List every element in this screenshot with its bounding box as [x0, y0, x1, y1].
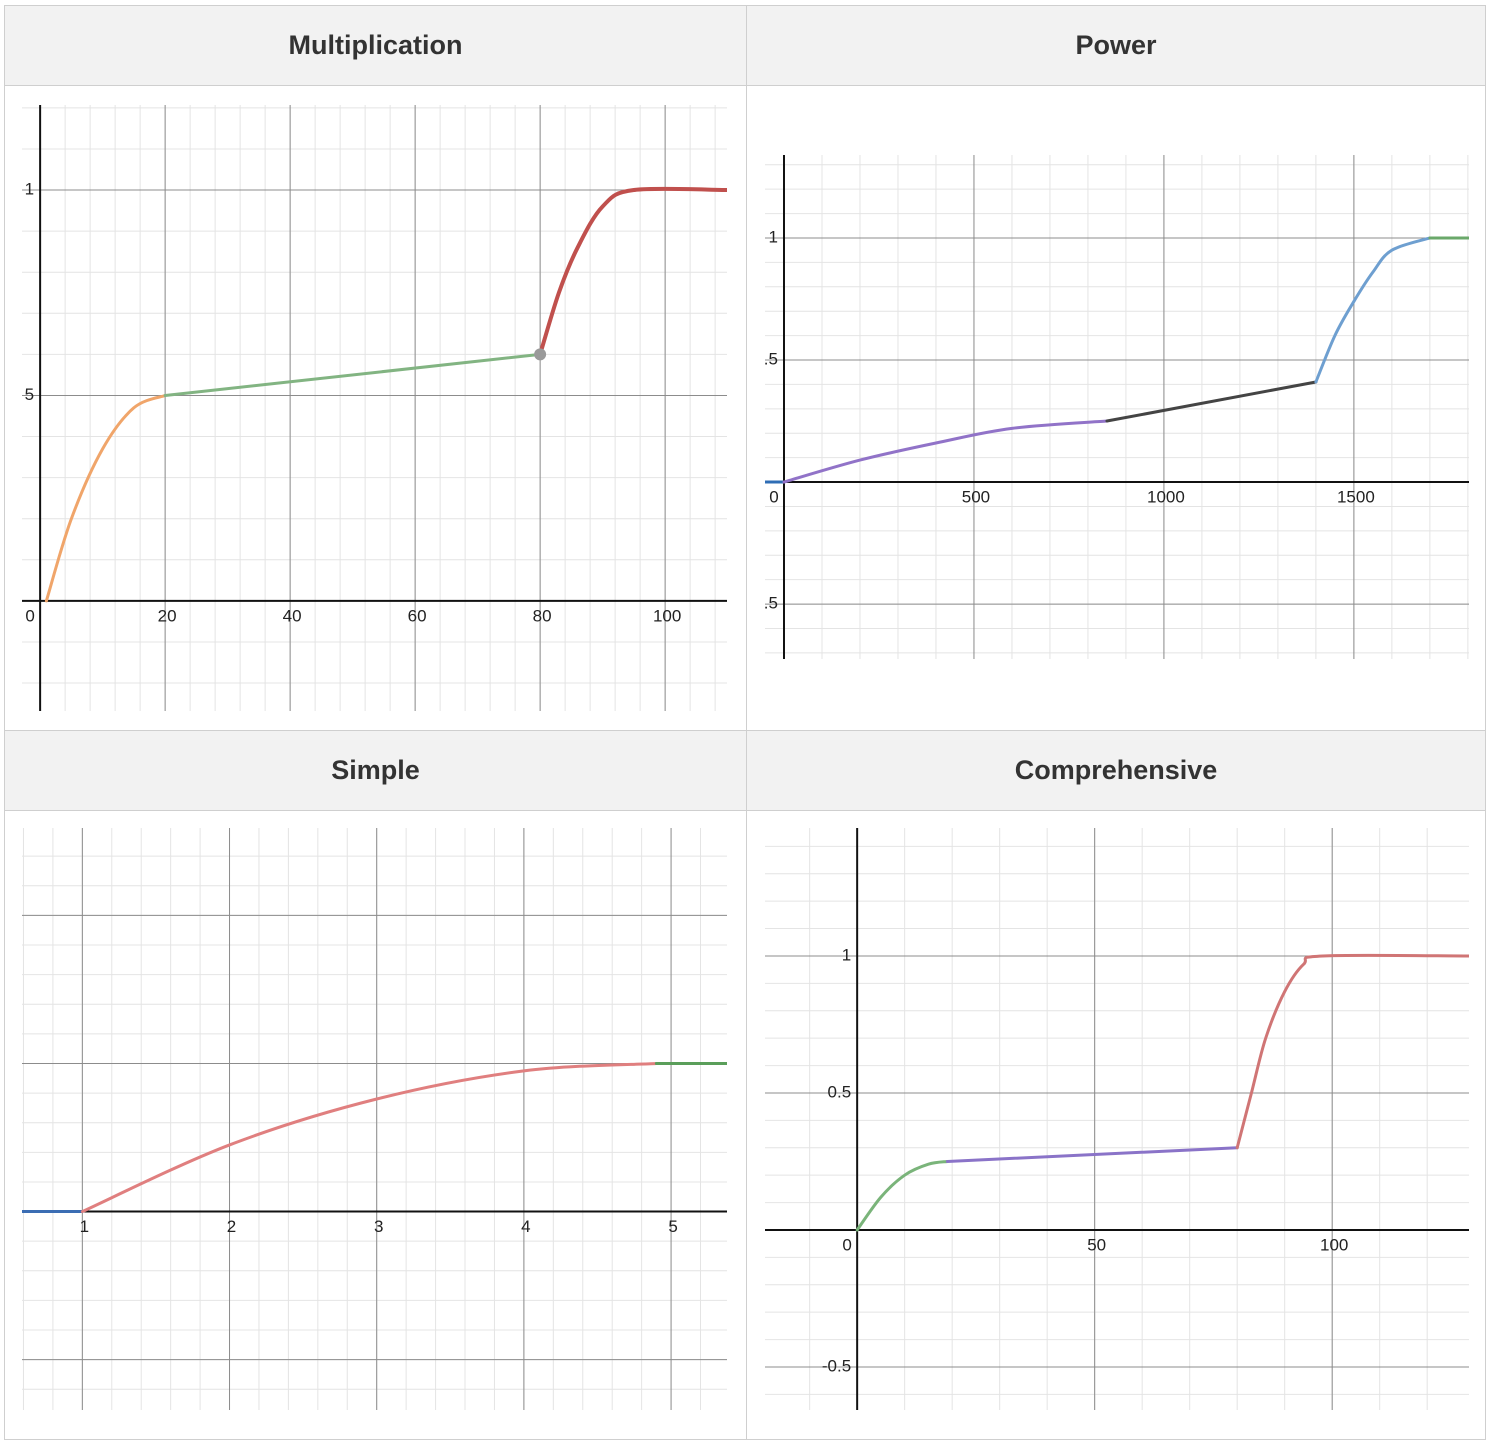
plot-area — [22, 105, 727, 711]
plot-area — [765, 828, 1469, 1410]
series-line — [80, 1061, 658, 1214]
chart — [765, 155, 1469, 659]
series-line — [855, 1159, 949, 1232]
y-tick-label: 1 — [842, 945, 851, 964]
y-tick-label: 5 — [25, 385, 34, 404]
y-tick-label: -0.5 — [822, 1356, 851, 1375]
x-tick-label: 1000 — [1147, 488, 1185, 507]
x-tick-label: 500 — [962, 488, 990, 507]
x-tick-label: 3 — [374, 1217, 383, 1236]
plot-area — [765, 155, 1469, 659]
x-tick-label: 60 — [408, 606, 427, 625]
series-line — [1105, 380, 1318, 423]
chart — [22, 828, 727, 1410]
x-tick-label: 1500 — [1337, 488, 1375, 507]
series-line — [44, 393, 167, 603]
x-tick-label: 4 — [521, 1217, 530, 1236]
y-tick-label: 1 — [769, 227, 778, 246]
y-tick-label: .5 — [764, 350, 778, 369]
series-line — [1314, 236, 1432, 384]
chart — [765, 828, 1469, 1410]
x-tick-label: 50 — [1087, 1235, 1106, 1254]
series-line — [945, 1146, 1239, 1163]
x-tick-label: 0 — [25, 606, 34, 625]
x-tick-label: 0 — [842, 1235, 851, 1254]
series-line — [1235, 953, 1469, 1150]
header-cell: Multiplication — [4, 5, 747, 86]
x-tick-label: 1 — [80, 1217, 89, 1236]
point — [534, 348, 547, 361]
header-cell: Simple — [4, 730, 747, 811]
x-tick-label: 40 — [283, 606, 302, 625]
x-tick-label: 100 — [653, 606, 681, 625]
series-line — [782, 419, 1109, 484]
x-tick-label: 20 — [158, 606, 177, 625]
series-line — [163, 352, 542, 397]
plot-area — [22, 828, 727, 1410]
chart — [22, 105, 727, 711]
x-tick-label: 80 — [533, 606, 552, 625]
y-tick-label: 0.5 — [828, 1082, 852, 1101]
x-tick-label: 0 — [769, 488, 778, 507]
series-line — [538, 186, 727, 357]
x-tick-label: 5 — [668, 1217, 677, 1236]
header-cell: Comprehensive — [746, 730, 1486, 811]
y-tick-label: 1 — [25, 180, 34, 199]
y-tick-label: .5 — [764, 594, 778, 613]
x-tick-label: 100 — [1320, 1235, 1348, 1254]
x-tick-label: 2 — [227, 1217, 236, 1236]
